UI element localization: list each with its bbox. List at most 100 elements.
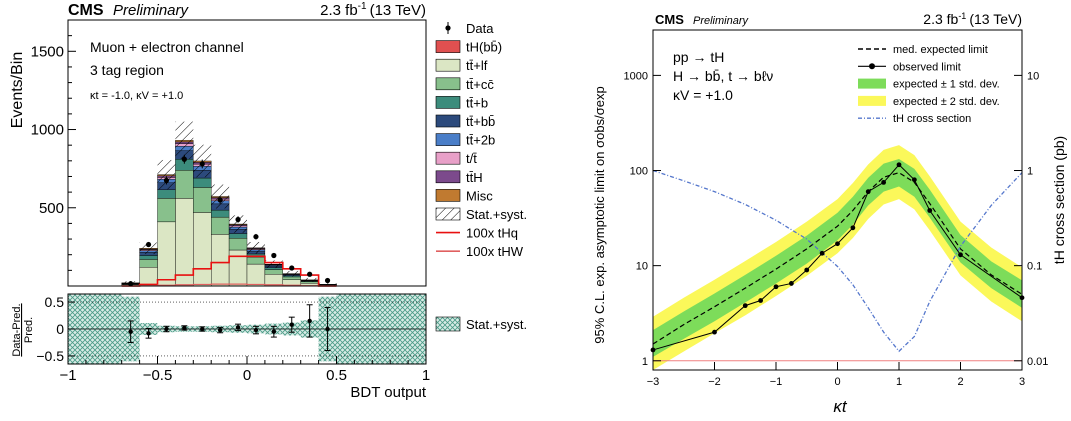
signal-thq-line [121,255,337,287]
legend-label-11: 100x tHq [466,226,518,241]
bottom-x-tick-label-1: −0.5 [143,367,173,384]
data-point-5 [217,197,223,203]
right-preliminary-label: Preliminary [693,15,750,27]
stack-bar-3-6 [228,233,248,239]
legend-swatch-5 [435,114,461,128]
ratio-point-7 [253,327,259,333]
stack-bar-2-9 [282,276,301,280]
uncertainty-hatch-1 [139,242,158,255]
stack-bar-2-8 [264,269,283,275]
legend-label-9: Misc [466,188,493,203]
right-x-tick-label-3: 0 [834,376,840,388]
data-point-6 [235,216,241,223]
right-y-axis-label: 95% C.L. exp. asymptotic limit on σobs/σ… [592,86,607,343]
stack-bar-1-7 [246,263,266,287]
observed-point-6 [804,267,810,273]
observed-point-15 [958,252,963,258]
right-y-tick-label-3: 1000 [624,70,648,82]
left-y-tick-label-0: 500 [39,200,64,217]
stack-bar-3-4 [193,177,212,188]
legend-swatch-8 [435,170,461,184]
legend-data-marker [445,25,451,31]
ratio-point-0 [128,329,133,334]
right-legend-marker [869,63,875,70]
right-x-axis-label: κt [833,397,848,416]
left-coupling-annotation: κt = -1.0, κV = +1.0 [90,90,183,102]
left-bottom-panel: −1 −0.5 0 0.5 1 −0.5 0 0.5 Data-Pred. Pred. BDT… [11,293,527,401]
legend-label-0: Data [466,21,494,36]
data-point-3 [181,156,187,162]
uncertainty-hatch-3 [175,121,194,160]
legend-swatch-4 [435,96,461,109]
stack-bar-1-3 [175,198,194,287]
ratio-legend-swatch [435,316,461,332]
legend-label-12: 100x tHW [466,244,524,259]
right-lumi-sup: -1 [958,11,966,21]
data-point-7 [253,234,259,240]
ratio-point-3 [182,325,187,331]
left-bottom-plot-area [68,294,426,364]
left-y-tick-label-2: 1500 [31,43,64,60]
observed-point-5 [788,281,794,286]
left-cms-label: CMS [68,2,104,19]
right-legend-label-0: med. expected limit [893,44,988,56]
ratio-point-11 [325,326,330,332]
right-legend-band-3 [858,95,886,106]
left-channel-annotation: Muon + electron channel [90,39,244,55]
left-y-tick-label-1: 1000 [31,122,64,139]
ratio-y-tick-label-0: −0.5 [36,348,64,364]
right-legend-band-2 [858,78,886,89]
stack-bar-2-2 [157,198,176,223]
right-y2-tick-label-3: 10 [1027,70,1039,82]
left-preliminary-label: Preliminary [113,2,190,19]
observed-point-11 [881,180,887,185]
ratio-point-1 [146,331,151,336]
left-bottom-legend: Stat.+syst. [435,316,527,332]
right-process-annotation: pp → tH [673,49,724,65]
right-x-tick-label-5: 2 [957,376,963,388]
observed-point-4 [773,284,779,290]
legend-swatch-7 [435,151,461,165]
data-point-1 [145,241,152,248]
data-point-10 [307,271,313,277]
stack-bar-3-1 [139,255,158,260]
bottom-x-tick-label-0: −1 [59,367,76,384]
legend-label-7: t/t̄ [466,151,477,166]
left-lumi-sup: -1 [358,1,367,12]
uncertainty-hatch-9 [282,270,301,277]
right-y-tick-label-2: 100 [630,166,648,178]
stack-bar-1-1 [139,267,158,287]
legend-hatch-swatch [435,207,461,221]
bottom-x-tick-label-3: 0.5 [326,367,347,384]
right-legend-label-2: expected ± 1 std. dev. [893,79,1000,91]
right-y2-tick-label-0: 0.01 [1027,356,1048,368]
right-legend-label-3: expected ± 2 std. dev. [893,96,1000,108]
expected-limit-line [652,171,1023,345]
right-lumi-value: 2.3 fb [923,11,958,27]
left-lumi-value: 2.3 fb [320,2,358,19]
bottom-x-tick-label-4: 1 [422,367,430,384]
left-top-plot-area [121,121,337,287]
legend-label-6: tt̄+2b [466,133,495,148]
bottom-x-tick-label-2: 0 [243,367,251,384]
legend-label-2: tt̄+lf [466,58,488,73]
stack-bar-1-6 [228,249,248,287]
right-kv-annotation: κV = +1.0 [673,87,733,103]
uncertainty-hatch-11 [318,282,337,286]
ratio-point-9 [289,322,294,327]
right-lumi-label: 2.3 fb-1 (13 TeV) [923,11,1022,27]
observed-point-10 [865,189,871,195]
left-x-axis-label: BDT output [350,384,426,401]
ratio-point-10 [307,318,312,324]
observed-point-8 [835,241,840,247]
legend-label-8: tt̄H [466,170,483,185]
right-legend: med. expected limit observed limit expecte… [858,44,1000,125]
uncertainty-hatch-7 [247,241,265,254]
right-x-tick-label-6: 3 [1019,376,1025,388]
right-x-tick-label-1: −2 [708,376,721,388]
right-y2-tick-label-2: 1 [1027,166,1033,178]
left-top-legend: Data tH(bb̄) tt̄+lf tt̄+cc̄ tt̄+b tt̄+bb̄ tt̄+… [435,21,527,259]
stack-bar-2-7 [246,256,266,265]
right-decay-annotation: H → bb̄, t → bℓν [673,68,773,84]
